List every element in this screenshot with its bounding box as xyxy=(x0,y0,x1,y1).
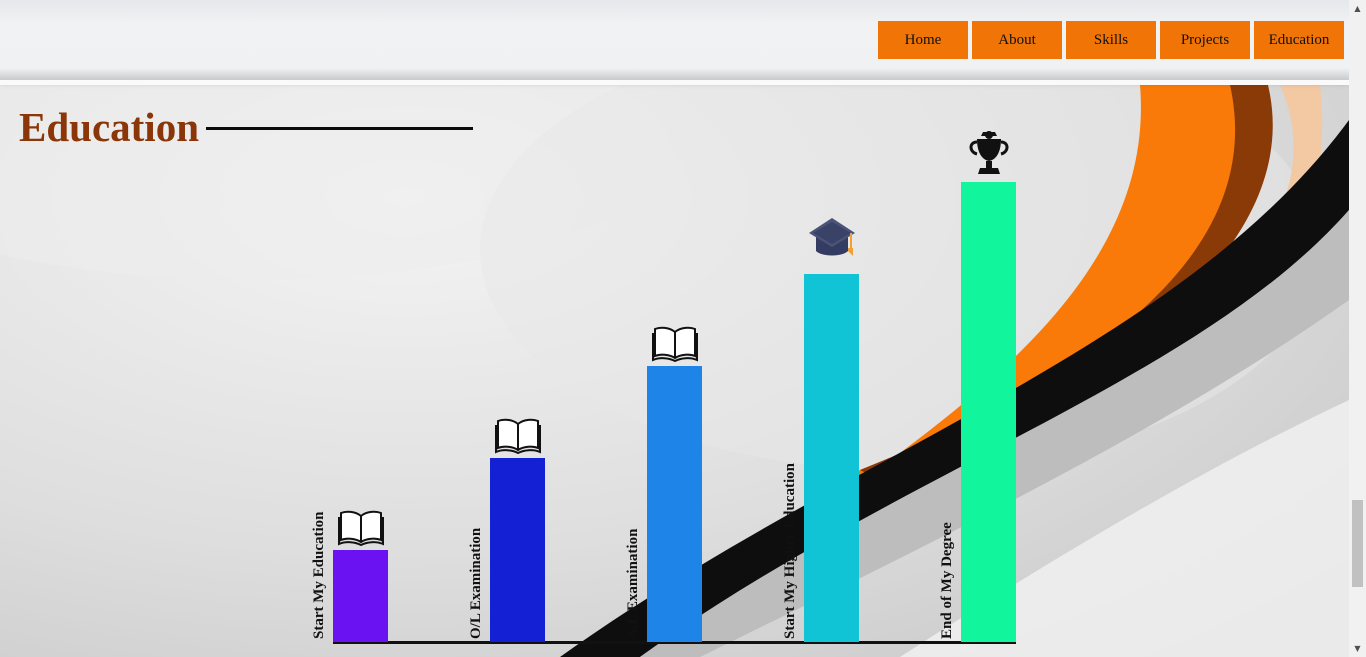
nav-education-button[interactable]: Education xyxy=(1254,21,1344,59)
open-book-icon xyxy=(495,416,541,459)
chart-bar-label: A/L Examination xyxy=(625,528,641,639)
title-underline xyxy=(206,127,473,130)
section-title: Education xyxy=(19,104,199,150)
graduation-cap-icon xyxy=(807,215,857,275)
nav-about-button[interactable]: About xyxy=(972,21,1062,59)
scroll-thumb[interactable] xyxy=(1352,500,1363,587)
main-nav: Home About Skills Projects Education xyxy=(878,21,1344,59)
scroll-down-arrow-icon[interactable]: ▼ xyxy=(1354,644,1361,653)
open-book-icon xyxy=(652,324,698,367)
chart-bar-label: End of My Degree xyxy=(939,522,955,639)
chart-bar-label: O/L Examination xyxy=(468,527,484,639)
chart-bar xyxy=(647,366,702,642)
open-book-icon xyxy=(338,508,384,551)
nav-skills-button[interactable]: Skills xyxy=(1066,21,1156,59)
scroll-up-arrow-icon[interactable]: ▲ xyxy=(1354,4,1361,13)
chart-bar xyxy=(490,458,545,642)
header-divider xyxy=(0,80,1349,85)
chart-bar xyxy=(333,550,388,642)
nav-projects-button[interactable]: Projects xyxy=(1160,21,1250,59)
chart-bar xyxy=(961,182,1016,642)
trophy-icon xyxy=(966,130,1012,183)
top-navigation-bar: Home About Skills Projects Education xyxy=(0,0,1349,80)
chart-bar xyxy=(804,274,859,642)
chart-baseline xyxy=(333,641,1016,644)
vertical-scrollbar[interactable]: ▲ ▼ xyxy=(1349,0,1366,657)
chart-bar-label: Start My Higher Education xyxy=(782,463,798,639)
nav-home-button[interactable]: Home xyxy=(878,21,968,59)
chart-bar-label: Start My Education xyxy=(311,511,327,640)
